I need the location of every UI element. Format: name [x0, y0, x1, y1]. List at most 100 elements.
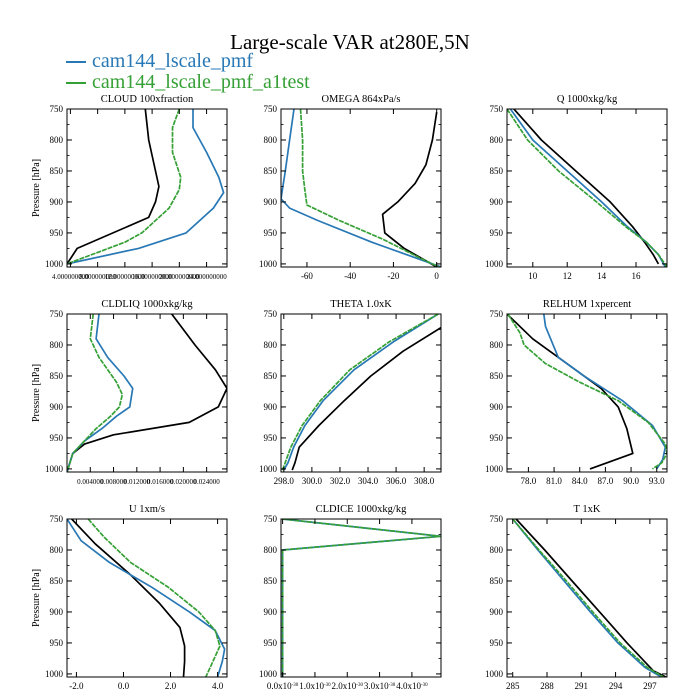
y-tick-label: 900 — [50, 402, 64, 412]
panel-frame — [66, 518, 228, 678]
series-group — [507, 314, 667, 470]
x-tick-exponent: -30 — [292, 683, 299, 688]
series-line-1 — [71, 519, 186, 677]
x-tick-label: 288 — [540, 681, 554, 691]
x-tick-label: 4.0x10-30 — [396, 681, 428, 691]
series-line-3 — [299, 109, 440, 267]
y-tick-label: 850 — [490, 166, 504, 176]
x-tick-label: 2.0x10-30 — [332, 681, 364, 691]
legend-label-1: cam144_lscale_pmf — [92, 50, 254, 72]
x-tick-label: 285 — [506, 681, 520, 691]
series-line-3 — [512, 519, 665, 677]
y-tick-label: 800 — [264, 545, 278, 555]
series-line-1 — [515, 519, 667, 677]
y-tick-label: 950 — [50, 638, 64, 648]
x-tick-exponent: -30 — [421, 683, 428, 688]
series-group — [507, 109, 667, 267]
y-axis-label: Pressure [hPa] — [31, 364, 42, 422]
panel-frame — [280, 108, 442, 268]
x-tick-label: 0.012000 — [124, 478, 151, 486]
y-tick-label: 1000 — [45, 259, 64, 269]
legend-item: cam144_lscale_pmf_a1test — [66, 72, 310, 93]
y-tick-label: 800 — [490, 135, 504, 145]
y-tick-label: 950 — [490, 433, 504, 443]
series-line-1 — [513, 109, 660, 265]
series-line-2 — [542, 314, 667, 470]
series-line-1 — [67, 109, 160, 265]
series-line-2 — [281, 519, 441, 677]
y-tick-label: 800 — [264, 135, 278, 145]
y-tick-label: 750 — [264, 104, 278, 114]
panel-frame — [506, 108, 668, 268]
x-tick-label: 16 — [632, 271, 642, 281]
legend-swatch-1 — [66, 60, 86, 63]
panel-frame — [66, 108, 228, 268]
x-tick-label: 8.000000000 — [79, 273, 116, 281]
x-tick-label: 81.0 — [546, 476, 562, 486]
y-tick-label: 900 — [490, 197, 504, 207]
x-tick-label: 308.0 — [414, 476, 435, 486]
series-line-1 — [291, 326, 441, 471]
x-tick-label: 302.0 — [330, 476, 351, 486]
y-tick-label: 750 — [490, 309, 504, 319]
panel: OMEGA 864xPa/s 750 800 850 900 950 1000 -60 -40 -… — [259, 94, 442, 281]
panel-frame — [506, 313, 668, 473]
y-tick-label: 850 — [490, 371, 504, 381]
y-tick-label: 750 — [264, 514, 278, 524]
x-tick-label: 297 — [643, 681, 657, 691]
panel-frame — [66, 313, 228, 473]
figure-title: Large-scale VAR at280E,5N — [230, 30, 470, 54]
y-tick-label: 750 — [50, 514, 64, 524]
series-line-3 — [507, 314, 667, 470]
y-tick-label: 850 — [50, 576, 64, 586]
series-group — [281, 109, 441, 267]
x-tick-label: 3.0x10-30 — [364, 681, 396, 691]
y-axis-label: Pressure [hPa] — [31, 159, 42, 217]
panel-title: CLOUD 100xfraction — [101, 94, 194, 105]
series-group — [67, 109, 225, 265]
y-tick-label: 750 — [264, 309, 278, 319]
series-line-2 — [67, 519, 226, 677]
series-group — [67, 314, 227, 472]
series-line-3 — [87, 519, 221, 677]
series-group — [281, 314, 441, 471]
x-tick-label: 2.0 — [165, 681, 177, 691]
y-tick-label: 750 — [50, 104, 64, 114]
x-tick-label: 0.0x10-30 — [267, 681, 299, 691]
y-tick-label: 900 — [490, 607, 504, 617]
y-tick-label: 800 — [50, 135, 64, 145]
y-tick-label: 950 — [264, 638, 278, 648]
y-tick-label: 900 — [264, 607, 278, 617]
x-tick-exponent: -30 — [324, 683, 331, 688]
x-tick-label: 0.020000 — [170, 478, 197, 486]
y-tick-label: 1000 — [45, 669, 64, 679]
panel-title: T 1xK — [574, 504, 601, 515]
panel: CLDICE 1000xkg/kg 750 800 850 900 950 1000 0.0x… — [259, 504, 442, 691]
y-tick-label: 1000 — [485, 669, 504, 679]
panel-title: CLDICE 1000xkg/kg — [316, 504, 407, 515]
legend-item: cam144_lscale_pmf — [66, 51, 310, 72]
panel: RELHUM 1xpercent 750 800 850 900 950 1000 78.0 8… — [485, 299, 668, 486]
series-line-2 — [67, 109, 225, 265]
series-line-1 — [507, 314, 634, 470]
x-tick-label: 0.008000 — [100, 478, 127, 486]
series-line-3 — [281, 314, 439, 471]
y-tick-label: 950 — [264, 433, 278, 443]
y-tick-label: 900 — [264, 197, 278, 207]
y-tick-label: 900 — [50, 197, 64, 207]
x-tick-label: 0.0 — [118, 681, 130, 691]
x-tick-label: -20 — [387, 271, 399, 281]
panel-frame — [280, 313, 442, 473]
x-tick-label: -40 — [344, 271, 356, 281]
legend-swatch-2 — [66, 81, 86, 84]
y-tick-label: 850 — [490, 576, 504, 586]
x-tick-label: 4.0 — [212, 681, 224, 691]
x-tick-label: 87.0 — [598, 476, 614, 486]
y-tick-label: 950 — [490, 228, 504, 238]
y-tick-label: 950 — [50, 228, 64, 238]
y-tick-label: 1000 — [259, 464, 278, 474]
panel-title: U 1xm/s — [129, 504, 165, 515]
x-tick-label: 16.000000000 — [132, 273, 173, 281]
